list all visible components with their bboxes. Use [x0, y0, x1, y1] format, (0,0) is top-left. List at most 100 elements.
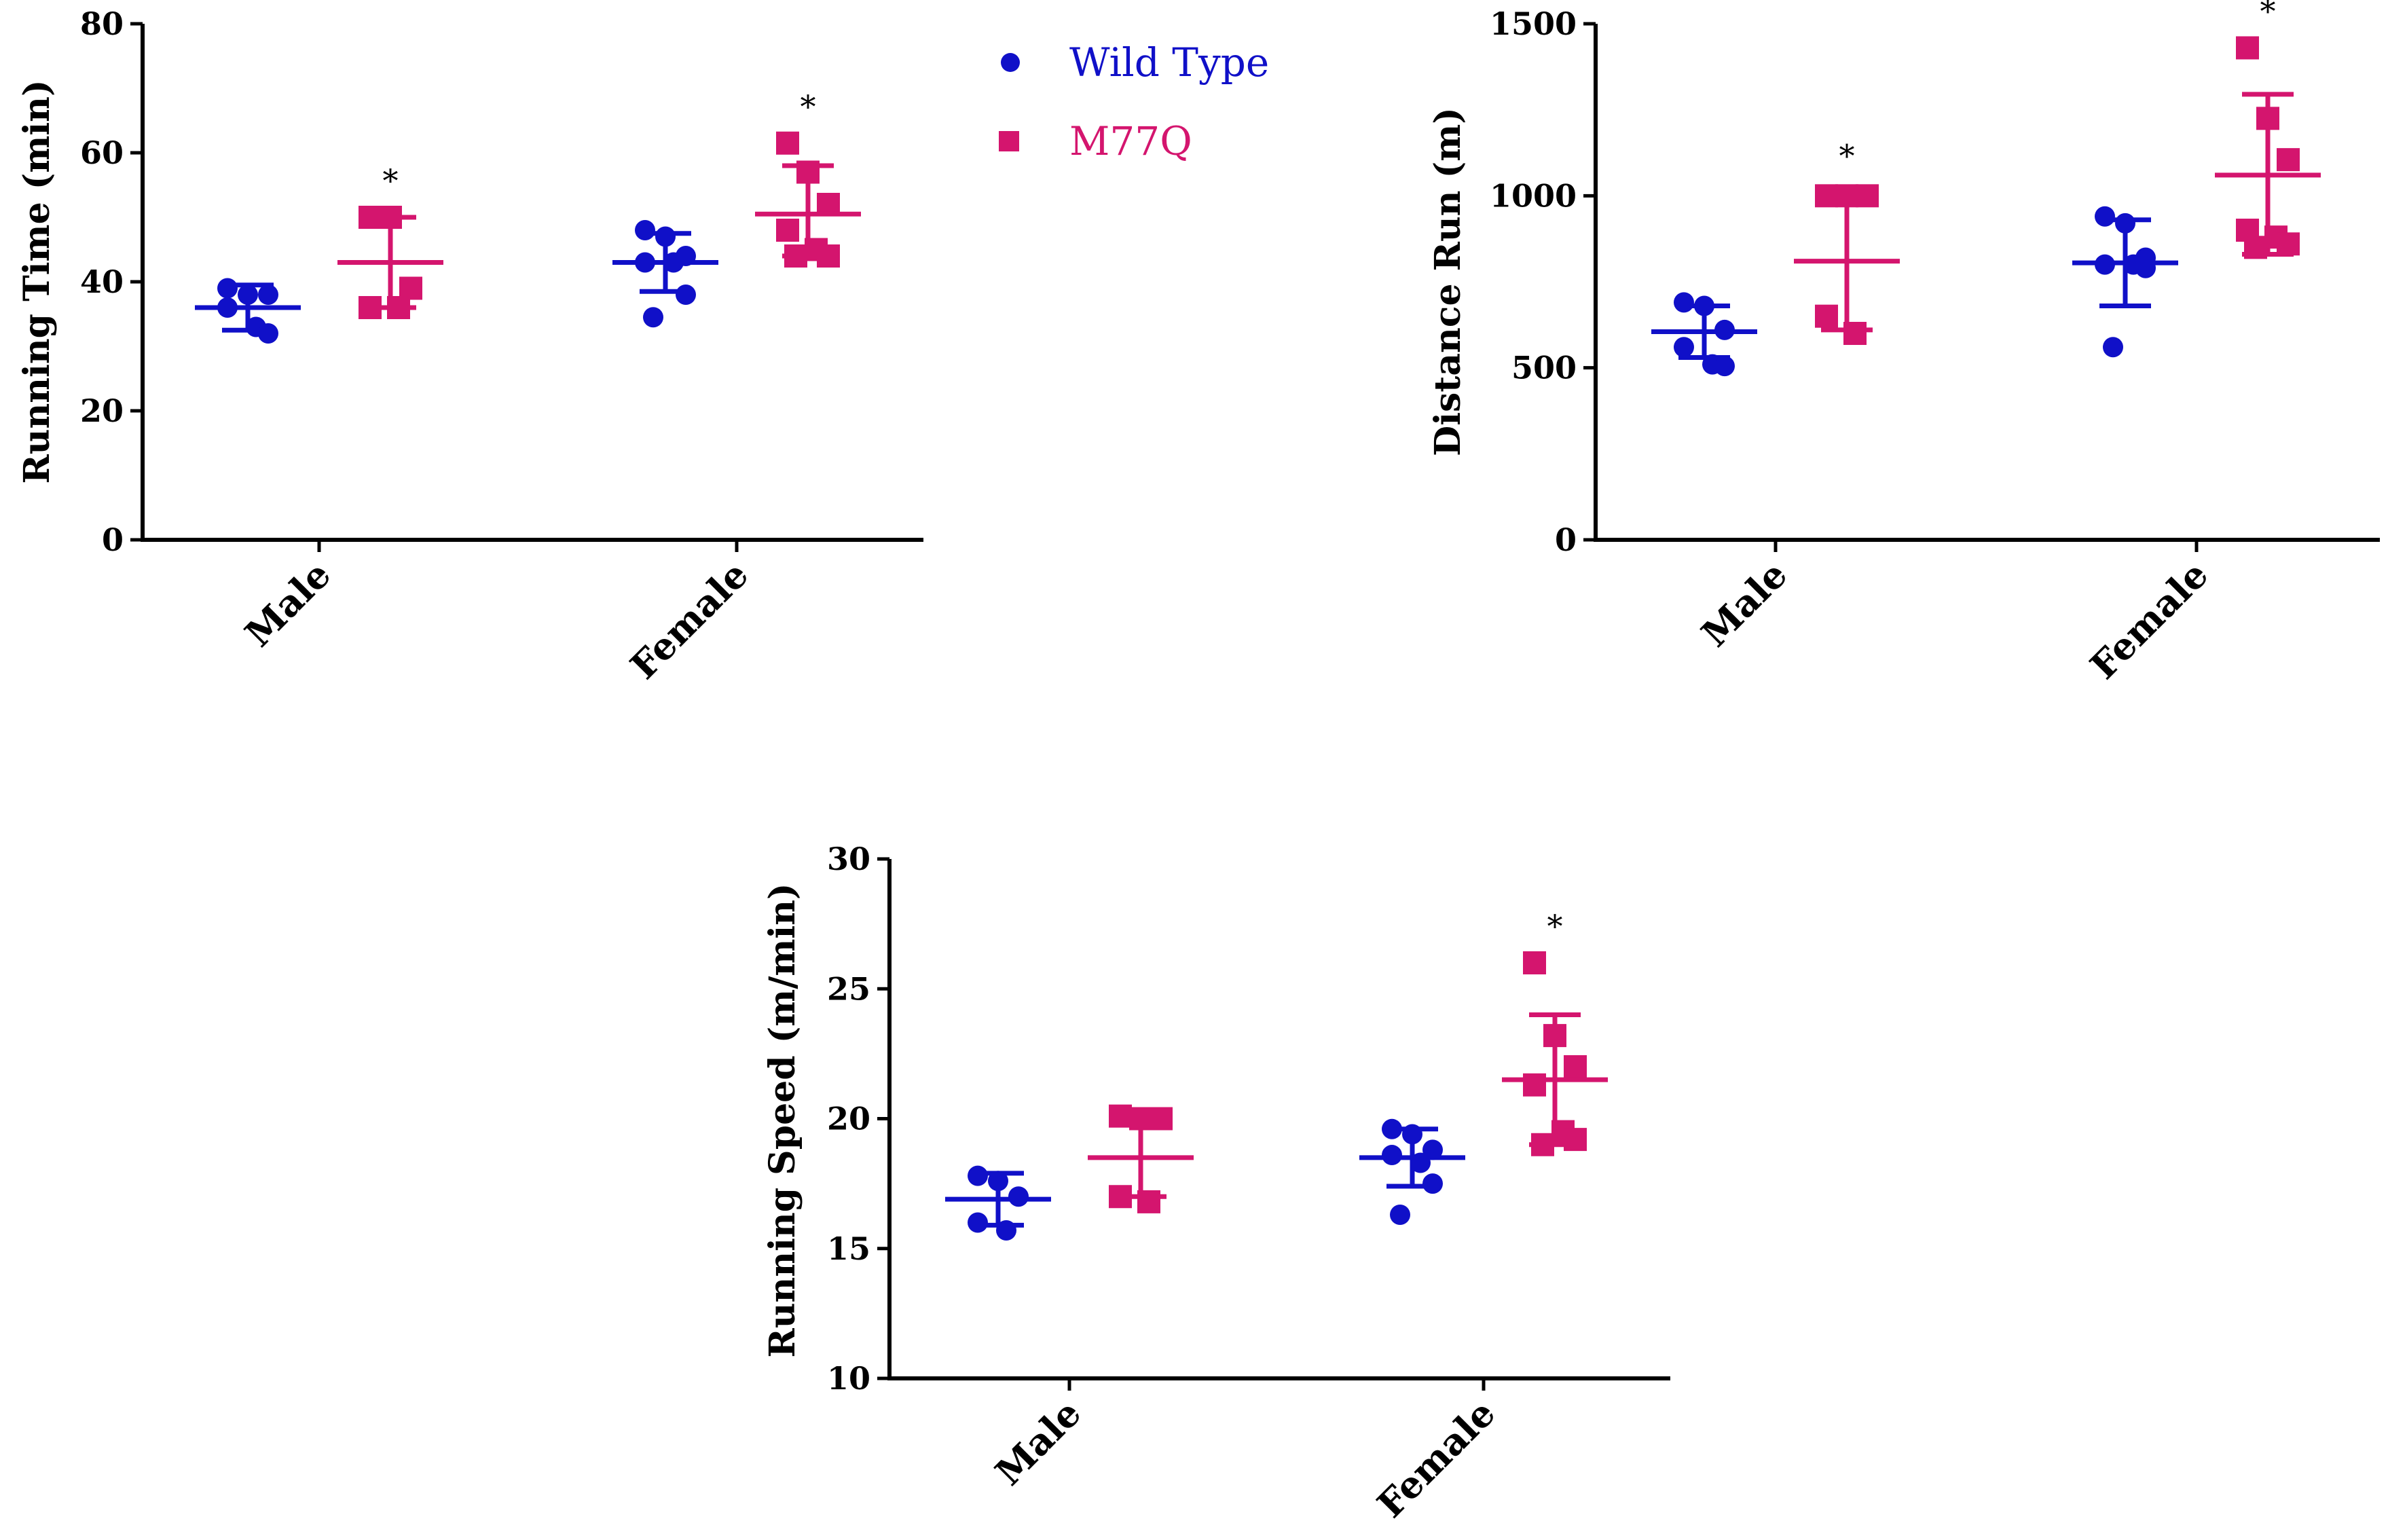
group-distance-run-m77q-male: * [1794, 137, 1900, 345]
point-running-speed-wild-type-female-6 [1390, 1205, 1410, 1226]
point-running-speed-m77q-female-0 [1523, 951, 1546, 974]
x-tick-label-distance-run-male: Male [1693, 553, 1795, 655]
point-distance-run-m77q-male-1 [1835, 184, 1858, 208]
point-distance-run-wild-type-male-1 [1694, 295, 1714, 316]
y-tick-label-distance-run-0: 0 [1555, 521, 1577, 558]
point-running-speed-m77q-male-4 [1137, 1190, 1160, 1213]
x-ticks-distance-run: Male Female [1693, 540, 2216, 687]
point-running-speed-m77q-female-5 [1564, 1128, 1587, 1152]
point-distance-run-m77q-male-0 [1815, 184, 1838, 208]
point-distance-run-m77q-female-1 [2256, 107, 2279, 130]
point-running-time-m77q-male-0 [359, 206, 382, 229]
point-running-time-wild-type-female-0 [635, 220, 655, 240]
point-running-time-m77q-male-1 [379, 206, 402, 229]
marks-running-time: ** [195, 88, 861, 344]
group-distance-run-m77q-female: * [2215, 0, 2321, 259]
point-running-speed-wild-type-female-0 [1382, 1118, 1402, 1139]
x-tick-label-running-speed-male: Male [987, 1391, 1089, 1494]
panel-distance-run: Distance Run (m) 0 500 1000 1500 Male Female… [1427, 0, 2380, 687]
point-running-speed-wild-type-male-4 [996, 1220, 1016, 1241]
x-ticks-running-time: Male Female [236, 540, 756, 687]
panel-running-speed: Running Speed (m/min) 10 15 20 25 30 Male Fem… [762, 841, 1670, 1526]
group-running-time-wild-type-male [195, 278, 301, 344]
legend-marker-m77q [999, 131, 1019, 151]
group-distance-run-wild-type-male [1651, 292, 1757, 377]
point-distance-run-wild-type-female-0 [2095, 206, 2115, 227]
point-running-speed-wild-type-male-0 [968, 1165, 988, 1186]
significance-running-time-m77q-male: * [383, 162, 399, 199]
point-running-time-m77q-female-5 [817, 244, 840, 268]
legend-marker-wild-type [1001, 53, 1020, 72]
point-distance-run-m77q-female-0 [2236, 36, 2259, 60]
group-running-time-m77q-female: * [755, 88, 861, 268]
point-distance-run-m77q-female-6 [2244, 236, 2267, 259]
x-tick-label-running-speed-female: Female [1369, 1391, 1504, 1526]
point-running-speed-m77q-male-0 [1109, 1104, 1132, 1128]
y-tick-label-running-speed-15: 15 [827, 1230, 870, 1267]
point-distance-run-wild-type-female-1 [2115, 213, 2135, 234]
point-distance-run-m77q-male-4 [1843, 322, 1867, 345]
y-tick-label-running-time-20: 20 [80, 392, 124, 429]
y-ticks-running-speed: 10 15 20 25 30 [827, 841, 889, 1397]
group-running-speed-wild-type-male [945, 1165, 1051, 1241]
point-distance-run-m77q-female-5 [2277, 232, 2300, 256]
y-ticks-running-time: 0 20 40 60 80 [80, 5, 143, 558]
y-axis-title-running-speed: Running Speed (m/min) [762, 883, 803, 1357]
point-running-speed-m77q-female-1 [1543, 1024, 1566, 1048]
point-running-speed-wild-type-female-3 [1382, 1145, 1402, 1166]
group-running-speed-wild-type-female [1359, 1118, 1465, 1226]
y-tick-label-running-speed-20: 20 [827, 1101, 870, 1137]
y-tick-label-distance-run-1500: 1500 [1490, 5, 1577, 42]
point-running-speed-wild-type-female-2 [1422, 1139, 1443, 1160]
marks-running-speed: * [945, 908, 1608, 1241]
group-distance-run-wild-type-female [2072, 206, 2178, 358]
y-tick-label-running-time-60: 60 [80, 134, 124, 171]
y-tick-label-running-time-80: 80 [80, 5, 124, 42]
point-running-time-m77q-female-0 [776, 131, 799, 155]
y-tick-label-distance-run-500: 500 [1511, 350, 1577, 386]
point-running-time-m77q-female-3 [776, 219, 799, 242]
significance-running-time-m77q-female: * [801, 88, 816, 125]
legend-label-wild-type: Wild Type [1069, 39, 1269, 86]
point-running-time-wild-type-male-0 [217, 278, 238, 299]
point-distance-run-wild-type-male-3 [1674, 337, 1694, 358]
significance-distance-run-m77q-female: * [2260, 0, 2276, 29]
point-running-speed-wild-type-male-3 [968, 1212, 988, 1233]
y-tick-label-running-time-0: 0 [102, 521, 124, 558]
point-running-speed-wild-type-female-5 [1422, 1173, 1443, 1194]
point-running-time-wild-type-male-2 [258, 285, 278, 305]
point-running-time-wild-type-female-5 [676, 285, 696, 305]
y-tick-label-running-speed-25: 25 [827, 970, 870, 1007]
point-distance-run-m77q-female-2 [2277, 148, 2300, 172]
y-ticks-distance-run: 0 500 1000 1500 [1490, 5, 1596, 558]
point-running-speed-wild-type-female-1 [1402, 1124, 1422, 1145]
x-tick-label-running-time-female: Female [622, 553, 757, 688]
point-running-time-m77q-female-1 [796, 160, 820, 184]
point-running-time-wild-type-male-5 [258, 323, 278, 344]
significance-running-speed-m77q-female: * [1547, 908, 1563, 945]
point-distance-run-m77q-male-2 [1856, 184, 1879, 208]
significance-distance-run-m77q-male: * [1839, 137, 1855, 174]
point-running-time-m77q-female-6 [784, 244, 807, 268]
point-running-speed-wild-type-male-1 [988, 1171, 1008, 1192]
y-tick-label-running-time-40: 40 [80, 263, 124, 300]
y-axis-title-distance-run: Distance Run (m) [1427, 107, 1469, 456]
y-axis-title-running-time: Running Time (min) [16, 79, 58, 483]
point-distance-run-wild-type-male-5 [1714, 356, 1735, 377]
point-running-time-wild-type-female-6 [643, 307, 663, 328]
y-tick-label-distance-run-1000: 1000 [1490, 177, 1577, 214]
point-running-speed-m77q-female-6 [1531, 1133, 1554, 1156]
legend: Wild Type M77Q [999, 39, 1269, 164]
point-running-speed-wild-type-male-2 [1008, 1186, 1029, 1207]
point-running-speed-m77q-female-2 [1564, 1055, 1587, 1078]
point-running-time-wild-type-male-1 [238, 285, 258, 305]
point-distance-run-wild-type-female-6 [2103, 337, 2123, 358]
x-ticks-running-speed: Male Female [987, 1378, 1503, 1526]
point-running-time-wild-type-female-1 [655, 226, 676, 247]
marks-distance-run: ** [1651, 0, 2321, 377]
group-running-time-m77q-male: * [337, 162, 443, 319]
point-distance-run-m77q-male-3 [1815, 304, 1838, 328]
point-running-speed-m77q-male-2 [1150, 1107, 1173, 1131]
